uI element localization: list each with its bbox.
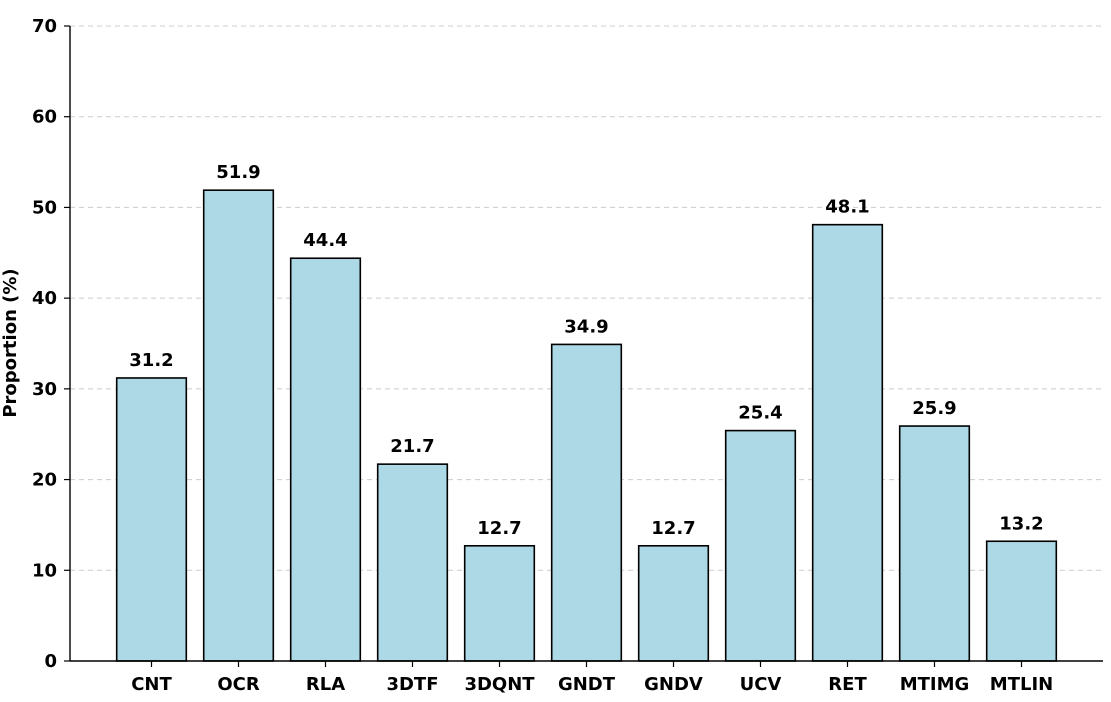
bar-3dtf xyxy=(376,463,449,662)
bar-mtlin xyxy=(985,540,1058,662)
value-label-ret: 48.1 xyxy=(825,197,869,218)
bar-gndv xyxy=(637,544,710,662)
x-tick-label-gndt: GNDT xyxy=(558,674,616,695)
value-label-gndv: 12.7 xyxy=(651,518,695,539)
bar-mtimg xyxy=(898,425,971,662)
x-tick-label-mtlin: MTLIN xyxy=(990,674,1053,695)
bar-cnt xyxy=(115,377,188,662)
value-label-rla: 44.4 xyxy=(303,230,347,251)
x-tick-label-ocr: OCR xyxy=(217,674,260,695)
value-label-gndt: 34.9 xyxy=(564,316,608,337)
y-tick-label-10: 10 xyxy=(32,560,57,581)
value-label-mtlin: 13.2 xyxy=(999,513,1043,534)
x-tick-label-gndv: GNDV xyxy=(644,674,703,695)
x-tick-label-ret: RET xyxy=(828,674,867,695)
y-tick-label-70: 70 xyxy=(32,16,57,37)
value-labels-layer: 31.2 51.9 44.4 21.7 12.7 34.9 12.7 25.4 48.1 25.9… xyxy=(129,162,1043,539)
y-tick-label-20: 20 xyxy=(32,470,57,491)
value-label-cnt: 31.2 xyxy=(129,350,173,371)
value-label-ocr: 51.9 xyxy=(216,162,260,183)
value-label-mtimg: 25.9 xyxy=(912,398,956,419)
value-label-3dtf: 21.7 xyxy=(390,436,434,457)
bar-ret xyxy=(811,223,884,662)
x-tick-label-ucv: UCV xyxy=(740,674,782,695)
ticks-layer: CNT OCR RLA 3DTF 3DQNT GNDT GNDV UCV RET MTIMG MTL… xyxy=(32,16,1053,695)
bar-ocr xyxy=(202,189,275,662)
bar-3dqnt xyxy=(463,544,536,662)
bars-layer xyxy=(115,189,1058,662)
x-tick-label-rla: RLA xyxy=(306,674,345,695)
x-tick-label-3dtf: 3DTF xyxy=(386,674,438,695)
value-label-3dqnt: 12.7 xyxy=(477,518,521,539)
x-tick-label-mtimg: MTIMG xyxy=(900,674,970,695)
y-tick-label-0: 0 xyxy=(44,651,57,672)
bar-rla xyxy=(289,257,362,662)
y-tick-label-30: 30 xyxy=(32,379,57,400)
value-label-ucv: 25.4 xyxy=(738,403,782,424)
y-tick-label-50: 50 xyxy=(32,197,57,218)
y-axis-label: Proportion (%) xyxy=(0,268,21,417)
x-tick-label-3dqnt: 3DQNT xyxy=(464,674,535,695)
bar-ucv xyxy=(724,429,797,662)
y-tick-label-60: 60 xyxy=(32,107,57,128)
bar-gndt xyxy=(550,343,623,662)
x-tick-label-cnt: CNT xyxy=(131,674,172,695)
y-tick-label-40: 40 xyxy=(32,288,57,309)
